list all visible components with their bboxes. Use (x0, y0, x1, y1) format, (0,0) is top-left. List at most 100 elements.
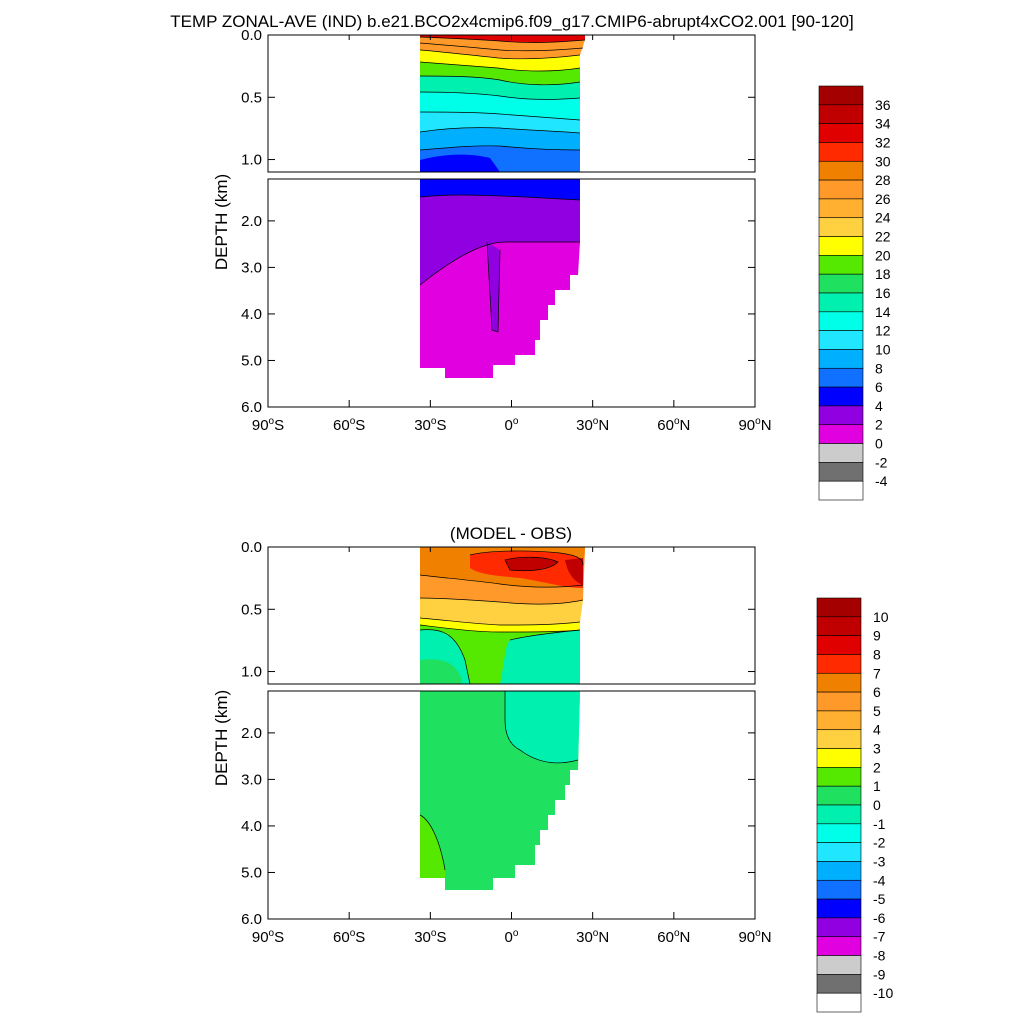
colorbar-label: 36 (875, 97, 891, 113)
colorbar-label: 26 (875, 191, 891, 207)
colorbar-label: 5 (873, 703, 881, 719)
x-tick-label: 90oN (738, 928, 771, 946)
p2-lower-lightgreen (420, 815, 445, 878)
colorbar-swatch (818, 255, 864, 275)
colorbar-label: 1 (873, 778, 881, 794)
y-tick-label: 1.0 (241, 664, 262, 681)
colorbar-label: 22 (875, 229, 891, 245)
colorbar-swatch (816, 729, 862, 749)
y-tick-label: 4.0 (241, 818, 262, 835)
colorbar-label: -2 (873, 835, 886, 851)
colorbar-label: 2 (873, 759, 881, 775)
panel-1: DEPTH (km) 90oS 60oS 30oS 0o 30oN 60oN 90oN 0.0… (212, 27, 891, 501)
p1-contours-upper (419, 36, 586, 151)
x-tick-label: 30oN (576, 416, 609, 434)
colorbar-swatch (818, 198, 864, 219)
y-tick-label: 0.0 (241, 27, 262, 44)
colorbar-label: -3 (873, 853, 886, 869)
p1-band-teal (420, 76, 580, 100)
x-tick-label: 90oN (738, 416, 771, 434)
colorbar-swatch (816, 804, 862, 825)
colorbar-swatch (816, 879, 862, 900)
p2-band-darkred-2 (565, 558, 583, 585)
colorbar-swatch (816, 936, 862, 956)
colorbar-swatch (818, 104, 864, 124)
y-tick-label: 1.0 (241, 152, 262, 169)
colorbar-swatch (816, 691, 862, 712)
x-tick-label: 0o (505, 928, 519, 946)
colorbar-label: -8 (873, 948, 886, 964)
panel-2: (MODEL - OBS) (212, 524, 893, 1013)
p1-lower-magenta (420, 242, 580, 378)
y-tick-label: 0.0 (241, 539, 262, 556)
colorbar-swatch (816, 785, 862, 806)
colorbar-label: 8 (875, 360, 883, 376)
colorbar-label: -4 (873, 872, 886, 888)
colorbar-swatch (818, 85, 864, 106)
colorbar-swatch (818, 405, 864, 426)
colorbar-label: 4 (875, 398, 883, 414)
y-tick-label: 6.0 (241, 399, 262, 416)
y-tick-label: 2.0 (241, 213, 262, 230)
colorbar-label: -1 (873, 816, 886, 832)
y-tick-label: 4.0 (241, 306, 262, 323)
colorbar-label: 12 (875, 323, 891, 339)
colorbar-swatch (816, 710, 862, 731)
colorbar-swatch (818, 480, 864, 501)
colorbar-swatch (818, 142, 864, 162)
panel-2-title: (MODEL - OBS) (450, 524, 572, 543)
figure-title: TEMP ZONAL-AVE (IND) b.e21.BCO2x4cmip6.f… (170, 12, 853, 31)
colorbar-swatch (816, 955, 862, 975)
p1-lower-trough (487, 242, 500, 332)
colorbar-label: 18 (875, 266, 891, 282)
y-tick-label: 0.5 (241, 601, 262, 618)
colorbar-label: -5 (873, 891, 886, 907)
colorbar-label: 8 (873, 646, 881, 662)
p1-band-yellow (420, 50, 580, 71)
colorbar-label: -4 (875, 473, 888, 489)
colorbar-label: 24 (875, 210, 891, 226)
colorbar-label: 9 (873, 628, 881, 644)
p2-band-yellowish (420, 598, 583, 625)
colorbar-label: -7 (873, 929, 886, 945)
x-tick-label: 60oS (333, 416, 365, 434)
p2-contours-upper (419, 550, 584, 685)
colorbar-swatch (818, 123, 864, 143)
colorbar-swatch (818, 349, 864, 369)
colorbar-swatch (818, 236, 864, 256)
colorbar-label: -6 (873, 910, 886, 926)
colorbar-swatch (816, 654, 862, 674)
colorbar-swatch (818, 367, 864, 388)
colorbar-swatch (818, 386, 864, 407)
p2-contours-lower (419, 691, 579, 871)
colorbar-label: -9 (873, 966, 886, 982)
colorbar-swatch (816, 672, 862, 693)
colorbar-swatch (818, 424, 864, 444)
p1-band-skyblue (420, 127, 580, 150)
colorbar-swatch (816, 597, 862, 618)
panel-1-upper-fill (419, 35, 586, 172)
y-tick-label: 5.0 (241, 864, 262, 881)
y-tick-label: 3.0 (241, 259, 262, 276)
colorbar-swatch (818, 217, 864, 237)
colorbar-swatch (818, 160, 864, 181)
colorbar-swatch (816, 992, 862, 1013)
colorbar-label: 6 (873, 684, 881, 700)
colorbar-label: -2 (875, 454, 888, 470)
colorbar-swatch (818, 179, 864, 200)
colorbar-swatch (818, 443, 864, 463)
colorbar-label: 6 (875, 379, 883, 395)
y-tick-label: 0.5 (241, 89, 262, 106)
p1-band-deepblue (420, 154, 500, 172)
x-tick-label: 90oS (252, 416, 284, 434)
x-tick-label: 60oN (657, 416, 690, 434)
colorbar-label: 0 (875, 436, 883, 452)
colorbar-label: 7 (873, 665, 881, 681)
panel-2-lower-fill (419, 691, 580, 890)
x-tick-label: 90oS (252, 928, 284, 946)
colorbar-label: 30 (875, 153, 891, 169)
colorbar-swatch (816, 861, 862, 881)
